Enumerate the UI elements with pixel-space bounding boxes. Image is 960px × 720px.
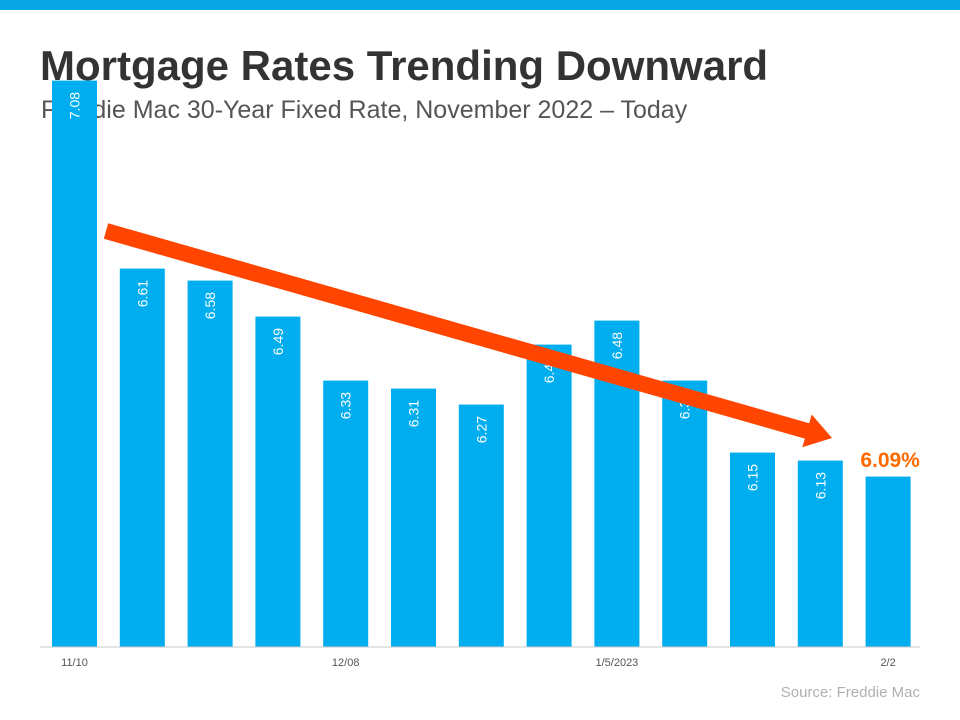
x-tick-labels-group: 11/10 12/08 1/5/2023 2/2 — [61, 657, 896, 669]
x-tick-label: 2/2 — [880, 657, 895, 669]
bar-1/12 — [662, 380, 708, 647]
data-labels-group: 7.086.61 6.586.496.33 6.316.276.426.486.33… — [67, 92, 829, 499]
bar-12/29 — [526, 344, 572, 647]
bars-group — [52, 80, 911, 648]
bar-12/8 — [323, 380, 369, 647]
bar-12/15 — [391, 388, 436, 647]
data-label: 6.49 — [270, 328, 286, 355]
top-accent-bar — [0, 0, 960, 10]
page-title: Mortgage Rates Trending Downward — [40, 42, 769, 89]
bar-11/10 — [52, 80, 97, 648]
bar-1/26 — [797, 460, 843, 647]
bar-1/19 — [730, 452, 775, 647]
bar-12/22 — [458, 404, 504, 647]
bar-2/2 — [865, 476, 911, 647]
data-label: 7.08 — [67, 92, 83, 119]
bar-11/23 — [187, 280, 233, 647]
trend-arrow-shape — [103, 223, 833, 448]
data-label: 6.31 — [406, 400, 422, 427]
x-tick-label: 12/08 — [332, 657, 360, 669]
data-label: 6.13 — [812, 472, 828, 499]
x-tick-label: 11/10 — [61, 657, 88, 669]
data-label: 6.15 — [745, 464, 761, 491]
latest-rate-highlight: 6.09% — [860, 449, 920, 472]
data-label: 6.27 — [473, 416, 489, 443]
bar-12/1 — [255, 316, 301, 647]
data-label: 6.61 — [134, 280, 150, 307]
trend-arrow — [103, 223, 833, 448]
data-label: 6.58 — [202, 292, 218, 319]
data-label: 6.33 — [338, 392, 354, 419]
source-note: Source: Freddie Mac — [780, 684, 920, 701]
bar-11/17 — [119, 268, 165, 647]
data-label: 6.48 — [609, 332, 625, 359]
x-tick-label: 1/5/2023 — [595, 657, 638, 669]
page-subtitle: Freddie Mac 30-Year Fixed Rate, November… — [41, 96, 688, 124]
